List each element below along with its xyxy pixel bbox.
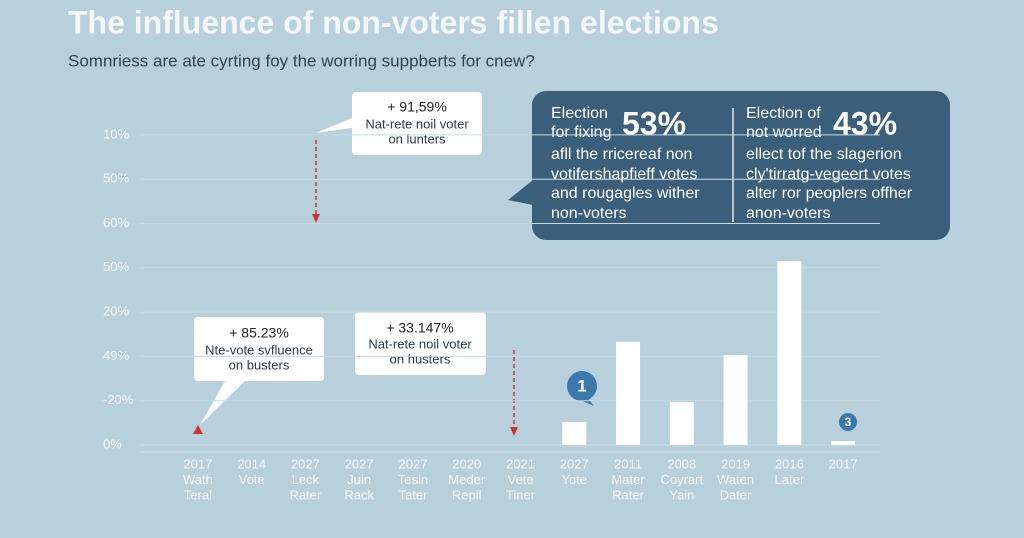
x-tick-label: 2027 — [399, 456, 428, 471]
x-tick-label: Tesin — [398, 472, 428, 487]
chart-subtitle: Somnriess are ate cyrting foy the worrin… — [68, 51, 535, 70]
callout-text: Nte-vote svfluence — [205, 342, 313, 357]
y-tick-label: 10% — [103, 126, 129, 141]
callout-text: on husters — [390, 351, 451, 366]
x-tick-label: Repil — [452, 487, 482, 502]
x-tick-label: Wath — [183, 472, 213, 487]
x-tick-label: Meder — [448, 472, 486, 487]
marker-label: 3 — [845, 415, 852, 429]
marker: 3 — [839, 413, 857, 431]
x-tick-label: Tiner — [506, 487, 536, 502]
x-tick-label: Tater — [399, 487, 429, 502]
x-tick-label: 2020 — [452, 456, 481, 471]
y-tick-label: 0% — [103, 436, 122, 451]
callout-figure: + 33.147% — [386, 320, 453, 336]
x-tick-label: 2014 — [237, 456, 266, 471]
callout-text: Nat-rete noil voter — [368, 336, 472, 351]
y-tick-label: 49% — [103, 348, 129, 363]
x-tick-label: Coyrart — [660, 472, 703, 487]
bar — [562, 421, 587, 445]
x-tick-label: Yain — [669, 487, 694, 502]
panel-figure: 43% — [833, 105, 897, 141]
plot-area: 0%-20%49%20%50%60%50%10%2017WathTeral201… — [103, 126, 880, 502]
chart-title: The influence of non-voters fillen elect… — [68, 4, 719, 40]
panel-heading: Election of — [746, 105, 821, 122]
x-tick-label: Dater — [720, 487, 752, 502]
callout-text: on busters — [229, 357, 290, 372]
x-tick-label: Leck — [292, 472, 320, 487]
marker-label: 1 — [577, 376, 586, 395]
callout: + 85.23% Nte-vote svfluence on busters — [193, 317, 324, 434]
panel-heading: for fixing — [551, 124, 611, 141]
bar — [777, 261, 802, 445]
panel-text: and rougagles wither — [551, 185, 700, 202]
bar — [831, 441, 856, 445]
panel-text: afll the rricereaf non — [551, 146, 692, 163]
bar — [669, 402, 694, 445]
y-tick-label: -20% — [103, 392, 134, 407]
panel-text: anon-voters — [746, 205, 831, 222]
x-tick-label: Rater — [612, 487, 644, 502]
callout-text: on lunters — [388, 131, 446, 146]
x-tick-label: Yote — [561, 472, 587, 487]
y-tick-label: 50% — [103, 259, 129, 274]
x-tick-label: 2016 — [775, 456, 804, 471]
panel-text: non-voters — [551, 205, 627, 222]
x-tick-label: 2021 — [506, 456, 535, 471]
panel-text: votifershapfieff votes — [551, 166, 697, 183]
panel-text: cly'tirratg-vegeert votes — [746, 166, 911, 183]
panel-heading: Election — [551, 105, 608, 122]
panel-heading: not worred — [746, 124, 822, 141]
x-tick-label: Teral — [184, 487, 212, 502]
y-tick-label: 60% — [103, 215, 129, 230]
x-tick-label: 2027 — [345, 456, 374, 471]
x-tick-label: 2019 — [721, 456, 750, 471]
x-tick-label: 2027 — [291, 456, 320, 471]
x-tick-label: 2027 — [560, 456, 589, 471]
x-tick-label: Juin — [347, 472, 371, 487]
x-tick-label: 2011 — [614, 456, 642, 471]
y-tick-label: 20% — [103, 304, 129, 319]
x-tick-label: 2017 — [829, 456, 858, 471]
panel-figure: 53% — [622, 105, 686, 141]
x-tick-label: Rack — [344, 487, 374, 502]
x-tick-label: 2017 — [183, 456, 212, 471]
callout: + 33.147% Nat-rete noil voter on husters — [355, 312, 518, 436]
x-tick-label: Later — [775, 472, 805, 487]
info-panel: Election for fixing 53% afll the rricere… — [508, 91, 950, 240]
callout-figure: + 91,59% — [387, 99, 447, 115]
x-tick-label: Mater — [611, 472, 645, 487]
bar — [723, 355, 748, 445]
x-tick-label: Waten — [717, 472, 754, 487]
x-tick-label: Vete — [507, 472, 533, 487]
panel-text: alter ror peoplers offher — [746, 185, 913, 202]
x-tick-label: 2008 — [667, 456, 696, 471]
callout-text: Nat-rete noil voter — [365, 116, 469, 131]
panel-text: ellect tof the slagerion — [746, 146, 902, 163]
x-tick-label: Vote — [239, 472, 265, 487]
y-tick-label: 50% — [103, 171, 129, 186]
x-tick-label: Rater — [290, 487, 322, 502]
marker: 1 — [567, 371, 597, 406]
callout-figure: + 85.23% — [229, 325, 289, 341]
bar — [616, 341, 641, 445]
